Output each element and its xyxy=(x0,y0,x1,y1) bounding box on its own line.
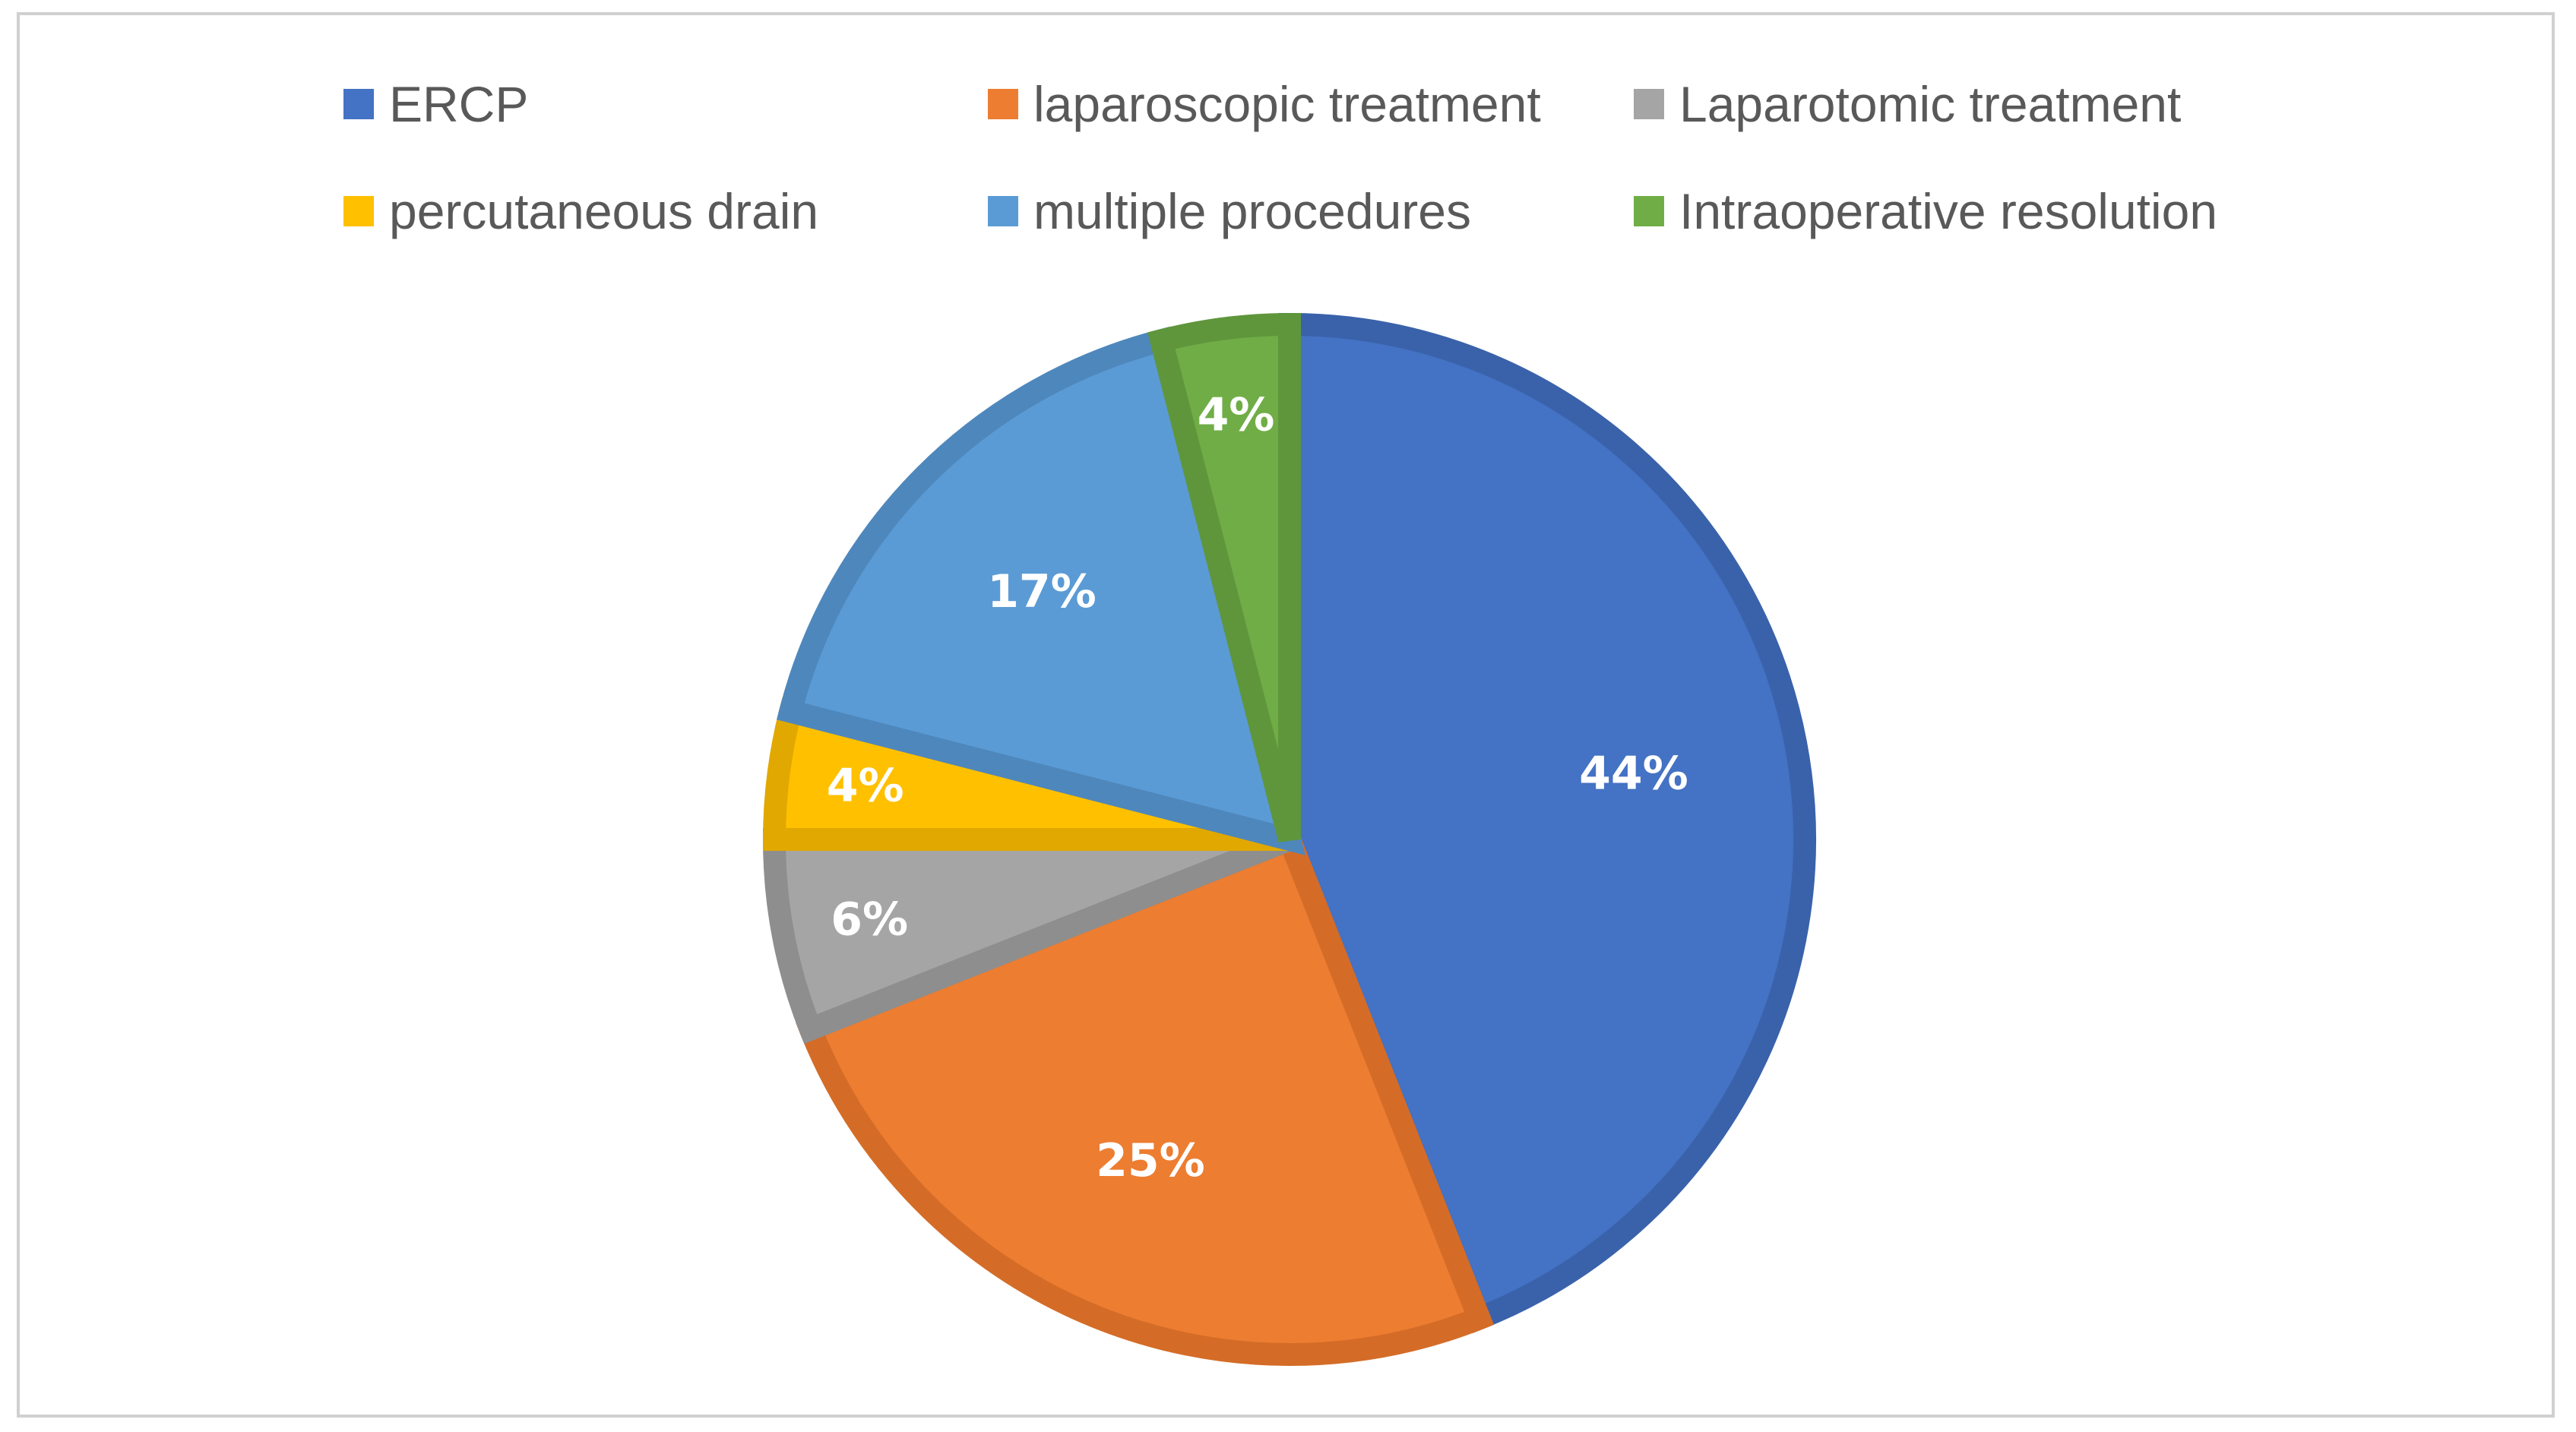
pie-slice-ercp[interactable] xyxy=(1278,312,1816,1333)
pie-slices xyxy=(762,312,1816,1367)
legend-label-percutaneous-drain: percutaneous drain xyxy=(389,183,818,239)
data-label-multiple-procedures: 17% xyxy=(987,565,1097,618)
data-label-percutaneous-drain: 4% xyxy=(827,760,904,813)
data-label-laparoscopic-treatment: 25% xyxy=(1096,1134,1205,1187)
legend-label-intraoperative-resolution: Intraoperative resolution xyxy=(1679,183,2217,239)
legend-swatch-laparotomic-treatment xyxy=(1634,89,1664,119)
pie-slice-multiple-procedures[interactable] xyxy=(777,327,1305,855)
legend-swatch-ercp xyxy=(343,89,374,119)
legend-label-laparoscopic-treatment: laparoscopic treatment xyxy=(1033,76,1541,132)
legend-label-ercp: ERCP xyxy=(389,76,528,132)
legend: ERCP laparoscopic treatment Laparotomic tr… xyxy=(343,76,2217,239)
legend-swatch-percutaneous-drain xyxy=(343,196,374,226)
data-label-ercp: 44% xyxy=(1579,748,1688,801)
legend-label-laparotomic-treatment: Laparotomic treatment xyxy=(1679,76,2181,132)
pie-slice-intraoperative-resolution[interactable] xyxy=(1147,312,1301,842)
legend-swatch-multiple-procedures xyxy=(988,196,1018,226)
data-label-laparotomic-treatment: 6% xyxy=(831,893,908,946)
data-labels: 44% 25% 6% 4% 17% 4% xyxy=(827,389,1688,1187)
legend-swatch-laparoscopic-treatment xyxy=(988,89,1018,119)
legend-swatch-intraoperative-resolution xyxy=(1634,196,1664,226)
data-label-intraoperative-resolution: 4% xyxy=(1198,389,1275,442)
legend-label-multiple-procedures: multiple procedures xyxy=(1033,183,1471,239)
